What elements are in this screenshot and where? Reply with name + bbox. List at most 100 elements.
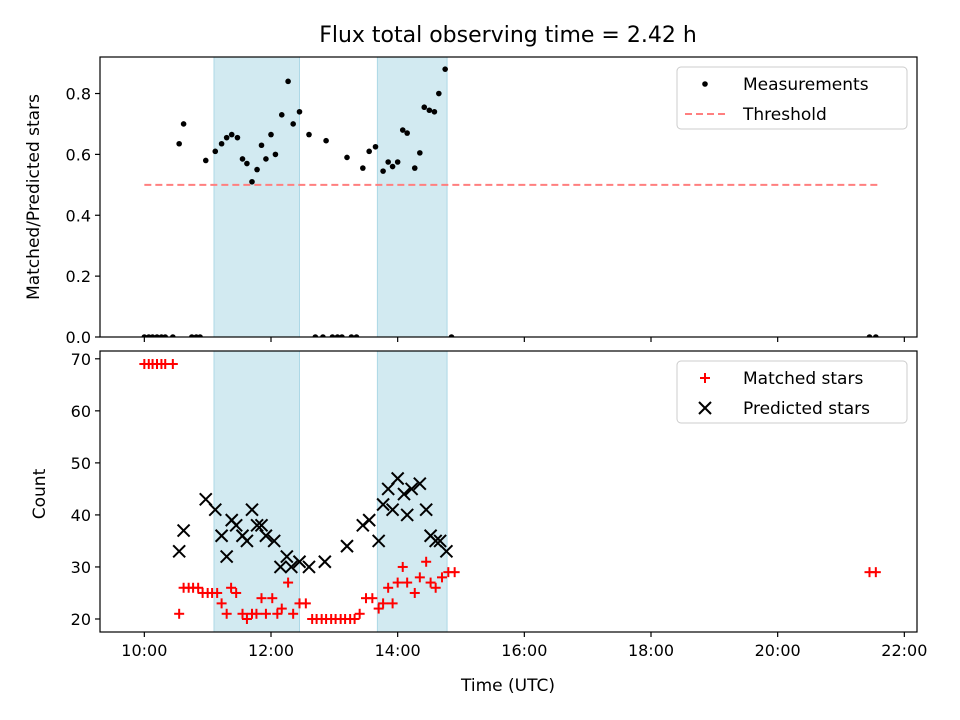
bottom-xtick-label-5: 20:00 — [755, 641, 801, 660]
matched-stars-point-23 — [251, 608, 262, 619]
matched-stars-point-18 — [226, 582, 237, 593]
predicted-stars-point-17 — [284, 560, 298, 574]
measurements-point-17 — [234, 134, 241, 141]
predicted-stars-point-7 — [229, 518, 243, 533]
top-shaded-span-1 — [376, 57, 448, 337]
measurements-point-23 — [263, 156, 269, 162]
measurements-point-49 — [411, 165, 418, 171]
x-axis-label: Time (UTC) — [460, 676, 555, 696]
bottom-series-matched-stars — [139, 359, 881, 624]
measurements-point-38 — [348, 334, 355, 337]
measurements-point-42 — [372, 143, 379, 150]
matched-stars-point-19 — [231, 587, 242, 598]
measurements-point-31 — [312, 334, 319, 337]
top-panel-ratio: 0.0 0.2 0.4 0.6 0.8 Measurements Threshold — [66, 56, 918, 347]
bottom-panel-counts: 20 30 40 50 60 70 10:00 12:00 14:00 16:00 18:00 20:… — [71, 350, 928, 660]
matched-stars-point-48 — [383, 582, 394, 593]
measurements-point-37 — [344, 154, 350, 161]
bottom-legend-box — [676, 360, 908, 424]
predicted-stars-point-1 — [176, 523, 191, 538]
predicted-stars-point-14 — [267, 534, 281, 548]
bottom-ytick-label-0: 20 — [71, 610, 91, 629]
bottom-series-predicted-stars — [172, 471, 454, 574]
measurements-point-41 — [366, 148, 372, 155]
predicted-stars-point-11 — [250, 518, 264, 533]
measurements-point-21 — [254, 166, 260, 173]
top-legend: Measurements Threshold — [676, 66, 908, 130]
measurements-point-44 — [385, 159, 391, 165]
predicted-stars-point-31 — [404, 482, 419, 496]
measurements-point-6 — [170, 334, 176, 337]
measurements-point-0 — [141, 334, 148, 337]
top-shaded-span-0 — [213, 57, 300, 337]
predicted-stars-point-30 — [400, 508, 414, 522]
measurements-point-22 — [258, 142, 265, 149]
top-legend-label-0: Measurements — [743, 75, 869, 95]
measurements-point-35 — [334, 334, 341, 337]
bottom-xtick-label-3: 16:00 — [501, 641, 547, 660]
matched-stars-point-32 — [300, 598, 311, 609]
predicted-stars-point-25 — [376, 497, 390, 512]
predicted-stars-point-23 — [362, 513, 376, 527]
bottom-xtick-label-4: 18:00 — [628, 641, 674, 660]
measurements-point-43 — [380, 168, 386, 174]
measurements-point-36 — [339, 334, 345, 337]
measurements-point-50 — [417, 150, 423, 156]
matched-stars-point-58 — [437, 572, 447, 583]
matched-stars-point-47 — [378, 598, 389, 609]
measurements-point-47 — [399, 127, 406, 133]
measurements-point-54 — [436, 90, 442, 97]
predicted-stars-point-18 — [292, 555, 307, 569]
matched-stars-point-53 — [409, 587, 420, 598]
predicted-stars-point-12 — [254, 518, 269, 533]
measurements-point-18 — [239, 156, 246, 162]
measurements-point-39 — [353, 334, 360, 337]
measurements-point-20 — [249, 178, 255, 185]
measurements-point-2 — [149, 334, 156, 337]
bottom-xtick-label-6: 22:00 — [881, 641, 927, 660]
predicted-stars-point-19 — [302, 560, 316, 574]
matched-stars-point-60 — [449, 567, 460, 578]
measurements-point-57 — [866, 334, 873, 337]
measurements-point-13 — [212, 148, 219, 155]
matched-stars-point-7 — [174, 608, 185, 619]
matched-stars-point-52 — [402, 577, 413, 588]
measurements-point-27 — [285, 78, 291, 85]
measurements-point-33 — [323, 137, 329, 144]
predicted-stars-point-10 — [245, 503, 259, 517]
matched-stars-point-28 — [276, 603, 287, 614]
bottom-ytick-label-2: 40 — [71, 506, 91, 525]
matched-stars-point-46 — [373, 603, 384, 614]
predicted-stars-point-36 — [433, 534, 447, 548]
bottom-ytick-label-5: 70 — [71, 350, 91, 369]
predicted-stars-point-33 — [419, 503, 433, 517]
predicted-stars-point-27 — [385, 503, 400, 517]
predicted-stars-point-9 — [240, 534, 254, 548]
bottom-y-axis-label: Count — [30, 468, 50, 519]
bottom-legend: Matched stars Predicted stars — [676, 360, 908, 424]
predicted-stars-point-16 — [280, 549, 294, 564]
top-ytick-label-2: 0.4 — [66, 206, 91, 225]
matched-stars-point-26 — [267, 593, 278, 604]
matched-stars-point-62 — [870, 567, 881, 578]
matched-stars-point-30 — [288, 608, 299, 619]
matched-stars-point-27 — [272, 608, 283, 619]
matched-stars-point-50 — [392, 577, 403, 588]
measurements-point-52 — [426, 107, 433, 114]
measurements-point-14 — [218, 140, 225, 147]
top-legend-box — [676, 66, 908, 130]
bottom-legend-symbol-0 — [700, 373, 710, 383]
matched-stars-point-55 — [421, 556, 432, 567]
predicted-stars-point-3 — [208, 503, 222, 517]
measurements-point-7 — [176, 140, 182, 147]
top-series-measurements — [141, 66, 879, 337]
top-ytick-label-3: 0.6 — [66, 145, 91, 164]
matched-stars-point-43 — [354, 608, 365, 619]
bottom-legend-label-1: Predicted stars — [743, 399, 870, 419]
matched-stars-point-11 — [193, 582, 204, 593]
measurements-point-58 — [873, 334, 879, 337]
predicted-stars-point-15 — [273, 560, 288, 574]
bottom-axes-frame — [99, 350, 918, 633]
measurements-point-32 — [320, 334, 326, 337]
matched-stars-point-29 — [283, 577, 294, 588]
